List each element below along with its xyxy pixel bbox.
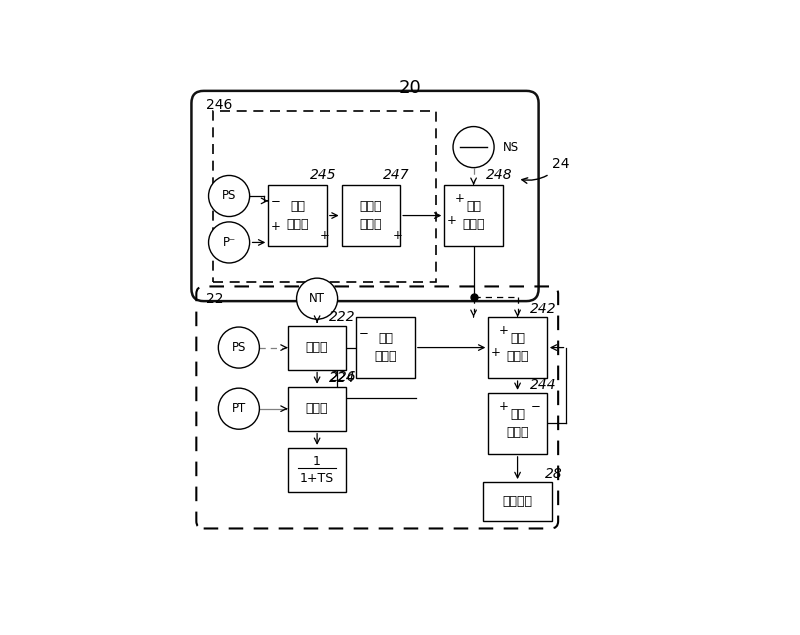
FancyBboxPatch shape — [356, 317, 415, 378]
Text: 汽机调门: 汽机调门 — [502, 495, 533, 508]
Text: 224: 224 — [330, 371, 356, 385]
Text: 乘法器: 乘法器 — [306, 341, 328, 354]
Text: 函数功
能模块: 函数功 能模块 — [360, 200, 382, 231]
FancyBboxPatch shape — [268, 185, 327, 246]
FancyBboxPatch shape — [288, 387, 346, 431]
Text: 1: 1 — [313, 455, 321, 469]
FancyBboxPatch shape — [342, 185, 400, 246]
Text: P⁻: P⁻ — [222, 236, 236, 249]
FancyBboxPatch shape — [488, 393, 547, 454]
Text: −: − — [531, 399, 541, 413]
Text: PT: PT — [232, 402, 246, 415]
Text: 第一
调节器: 第一 调节器 — [374, 332, 397, 363]
Text: 20: 20 — [398, 79, 422, 97]
Text: +: + — [393, 229, 402, 241]
Circle shape — [218, 388, 259, 429]
Text: 除法器: 除法器 — [306, 402, 328, 415]
FancyBboxPatch shape — [288, 448, 346, 491]
Text: 222: 222 — [330, 310, 356, 324]
FancyBboxPatch shape — [288, 326, 346, 370]
Text: +: + — [319, 229, 330, 241]
Text: 242: 242 — [530, 302, 557, 316]
Text: 248: 248 — [486, 168, 513, 182]
Text: +: + — [271, 220, 281, 233]
FancyBboxPatch shape — [483, 482, 552, 521]
Text: 247: 247 — [383, 168, 410, 182]
Text: 22: 22 — [206, 292, 223, 306]
Circle shape — [453, 126, 494, 168]
Text: +: + — [499, 324, 509, 337]
Text: 第二
加法器: 第二 加法器 — [286, 200, 309, 231]
Text: NS: NS — [503, 140, 519, 154]
Circle shape — [209, 175, 250, 217]
Text: PS: PS — [232, 341, 246, 354]
Text: NT: NT — [309, 292, 325, 305]
Text: +: + — [455, 192, 465, 205]
Circle shape — [297, 278, 338, 319]
Text: −: − — [359, 328, 369, 340]
Text: +: + — [499, 399, 509, 413]
Text: +: + — [491, 346, 501, 359]
FancyBboxPatch shape — [488, 317, 547, 378]
Circle shape — [209, 222, 250, 263]
Text: −: − — [271, 196, 281, 208]
Text: 1+TS: 1+TS — [300, 472, 334, 485]
Text: 第一
加法器: 第一 加法器 — [506, 332, 529, 363]
FancyBboxPatch shape — [444, 185, 503, 246]
Text: 246: 246 — [206, 98, 232, 112]
Text: +: + — [447, 214, 457, 227]
Text: PS: PS — [222, 189, 236, 203]
Text: 24: 24 — [522, 157, 570, 184]
Text: 28: 28 — [545, 467, 562, 481]
Text: 第二
调节器: 第二 调节器 — [506, 408, 529, 439]
Text: 244: 244 — [530, 378, 557, 392]
Text: 245: 245 — [310, 168, 336, 182]
Circle shape — [218, 327, 259, 368]
Text: 第二
加法器: 第二 加法器 — [462, 200, 485, 231]
Text: 226: 226 — [330, 370, 356, 384]
